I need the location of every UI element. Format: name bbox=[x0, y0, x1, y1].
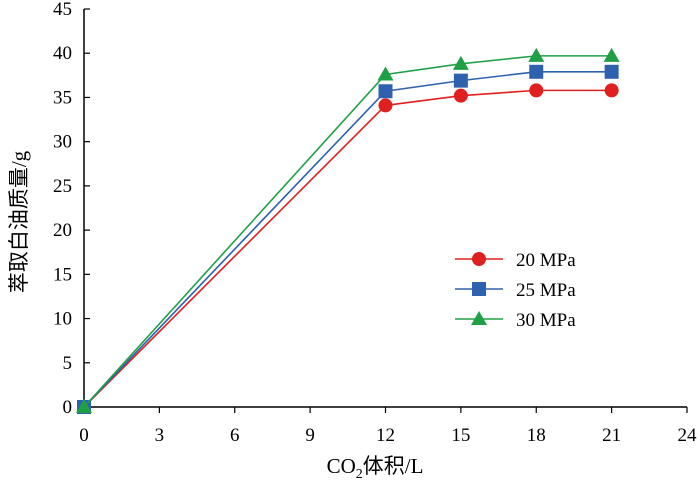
data-point bbox=[453, 73, 468, 88]
y-tick-label: 0 bbox=[63, 397, 73, 418]
x-tick-label: 18 bbox=[527, 425, 546, 446]
x-tick-label: 21 bbox=[602, 425, 621, 446]
x-axis-title-subscript: 2 bbox=[356, 467, 363, 482]
legend-item: 20 MPa bbox=[455, 250, 576, 271]
y-tick-label: 35 bbox=[53, 87, 72, 108]
legend-label: 25 MPa bbox=[516, 280, 576, 301]
data-point bbox=[377, 66, 394, 81]
series-layer bbox=[76, 47, 620, 414]
data-point bbox=[528, 47, 545, 62]
legend-marker bbox=[472, 282, 486, 296]
x-axis-title-suffix: 体积/L bbox=[363, 454, 424, 478]
y-tick-label: 25 bbox=[53, 176, 72, 197]
y-tick-label: 15 bbox=[53, 264, 72, 285]
data-point bbox=[603, 47, 620, 62]
x-axis-title: CO2体积/L bbox=[327, 454, 424, 482]
series-1 bbox=[77, 83, 619, 414]
legend-marker bbox=[471, 311, 487, 325]
x-tick-label: 12 bbox=[376, 425, 395, 446]
legend-item: 25 MPa bbox=[455, 280, 576, 301]
legend: 20 MPa 25 MPa 30 MPa bbox=[455, 250, 576, 331]
data-point bbox=[529, 83, 544, 98]
y-tick-label: 20 bbox=[53, 220, 72, 241]
data-point bbox=[604, 83, 619, 98]
series-line bbox=[83, 70, 612, 408]
y-tick-label: 45 bbox=[53, 0, 72, 20]
series-line bbox=[83, 89, 612, 408]
x-tick-label: 9 bbox=[305, 425, 315, 446]
legend-label: 30 MPa bbox=[516, 310, 576, 331]
series-line bbox=[83, 55, 612, 408]
data-point bbox=[529, 64, 544, 79]
x-axis-title-prefix: CO bbox=[327, 454, 356, 478]
legend-item: 30 MPa bbox=[455, 310, 576, 331]
x-tick-label: 6 bbox=[230, 425, 240, 446]
x-tick-label: 0 bbox=[79, 425, 89, 446]
data-point bbox=[453, 88, 468, 103]
legend-label: 20 MPa bbox=[516, 250, 576, 271]
x-tick-label: 24 bbox=[678, 425, 698, 446]
axes: 0 5 10 15 20 25 30 35 40 45 0 3 6 9 12 15 18 21 24 bbox=[53, 0, 697, 446]
legend-marker bbox=[472, 252, 486, 266]
series-3 bbox=[76, 47, 620, 413]
data-point bbox=[452, 55, 469, 70]
data-point bbox=[604, 64, 619, 79]
y-tick-label: 10 bbox=[53, 309, 72, 330]
y-tick-label: 30 bbox=[53, 132, 72, 153]
data-point bbox=[378, 98, 393, 113]
data-point bbox=[378, 84, 393, 99]
x-tick-label: 3 bbox=[155, 425, 165, 446]
data-point bbox=[76, 399, 92, 413]
y-tick-label: 40 bbox=[53, 43, 72, 64]
y-tick-label: 5 bbox=[63, 353, 73, 374]
y-axis-title: 萃取白油质量/g bbox=[7, 150, 31, 293]
x-tick-label: 15 bbox=[451, 425, 470, 446]
